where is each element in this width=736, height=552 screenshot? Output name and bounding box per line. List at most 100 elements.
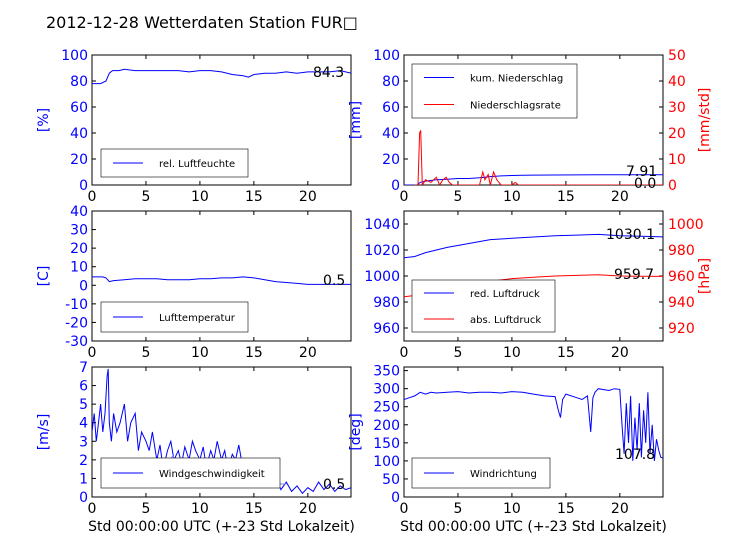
y-tick-label: 3 bbox=[79, 434, 88, 450]
y-tick-label: 20 bbox=[382, 152, 400, 168]
y-tick-label: 5 bbox=[79, 397, 88, 413]
y-tick-label: 4 bbox=[79, 416, 88, 432]
y-tick-label: 60 bbox=[70, 100, 88, 116]
y-tick-label: 6 bbox=[79, 379, 88, 395]
y-tick-label: 200 bbox=[373, 418, 400, 434]
series-group bbox=[404, 388, 663, 461]
current-value: 84.3 bbox=[313, 65, 344, 81]
x-tick-label: 5 bbox=[141, 189, 150, 205]
y-right-tick-label: 10 bbox=[668, 152, 686, 168]
current-value-2: 0.0 bbox=[634, 176, 656, 192]
legend-label: Lufttemperatur bbox=[159, 313, 236, 324]
x-tick-label: 15 bbox=[557, 501, 575, 517]
x-axis-label: Std 00:00:00 UTC (+-23 Std Lokalzeit) bbox=[88, 519, 355, 535]
y-tick-label: 980 bbox=[373, 295, 400, 311]
x-tick-label: 5 bbox=[453, 345, 462, 361]
y-tick-label: -10 bbox=[65, 297, 88, 313]
current-value: 0.5 bbox=[323, 273, 345, 289]
x-tick-label: 10 bbox=[503, 501, 521, 517]
x-tick-label: 0 bbox=[88, 345, 97, 361]
y-tick-label: -30 bbox=[65, 334, 88, 350]
x-tick-label: 0 bbox=[400, 345, 409, 361]
series-group bbox=[92, 68, 351, 85]
current-value: 7.91 bbox=[626, 164, 657, 180]
y-right-tick-label: 40 bbox=[668, 74, 686, 90]
current-value-2: 959.7 bbox=[614, 267, 654, 283]
y-tick-label: 100 bbox=[61, 48, 88, 64]
y-right-tick-label: 0 bbox=[668, 178, 677, 194]
y-tick-label: -20 bbox=[65, 315, 88, 331]
x-tick-label: 15 bbox=[245, 189, 263, 205]
x-tick-label: 20 bbox=[299, 189, 317, 205]
x-tick-label: 20 bbox=[299, 501, 317, 517]
figure-title: 2012-12-28 Wetterdaten Station FUR□ bbox=[46, 13, 358, 32]
y-tick-label: 1 bbox=[79, 471, 88, 487]
y-tick-label: 7 bbox=[79, 360, 88, 376]
x-tick-label: 0 bbox=[88, 501, 97, 517]
y-tick-label: 0 bbox=[391, 490, 400, 506]
legend-label: red. Luftdruck bbox=[470, 289, 540, 300]
x-tick-label: 20 bbox=[611, 345, 629, 361]
y-tick-label: 300 bbox=[373, 382, 400, 398]
y-tick-label: 2 bbox=[79, 453, 88, 469]
y-tick-label: 960 bbox=[373, 321, 400, 337]
legend-label: Windgeschwindigkeit bbox=[159, 469, 265, 480]
y-tick-label: 1040 bbox=[364, 217, 400, 233]
y-tick-label: 0 bbox=[79, 278, 88, 294]
x-tick-label: 10 bbox=[191, 189, 209, 205]
y-tick-label: 40 bbox=[70, 126, 88, 142]
temperature-panel: 0 5 10 15 20 -30 -20 -10 0 10 20 30 40 [C] Lufttempera… bbox=[36, 204, 352, 361]
y-axis-label: [deg] bbox=[348, 413, 364, 450]
legend-box bbox=[411, 279, 556, 333]
y-tick-label: 80 bbox=[382, 74, 400, 90]
y-right-tick-label: 30 bbox=[668, 100, 686, 116]
y-right-axis-label: [hPa] bbox=[697, 258, 713, 294]
x-tick-label: 5 bbox=[141, 345, 150, 361]
x-tick-label: 5 bbox=[141, 501, 150, 517]
y-tick-label: 0 bbox=[79, 490, 88, 506]
x-tick-label: 20 bbox=[611, 501, 629, 517]
y-tick-label: 150 bbox=[373, 436, 400, 452]
y-tick-label: 30 bbox=[70, 223, 88, 239]
y-tick-label: 20 bbox=[70, 152, 88, 168]
x-tick-label: 15 bbox=[557, 189, 575, 205]
x-tick-label: 10 bbox=[191, 501, 209, 517]
y-right-tick-label: 980 bbox=[668, 243, 695, 259]
humidity-panel: 0 5 10 15 20 0 20 40 60 80 100 [%] rel. Luftfeuchte 8… bbox=[36, 48, 352, 205]
current-value: 1030.1 bbox=[606, 227, 655, 243]
series-group bbox=[404, 130, 663, 185]
series-line bbox=[92, 68, 351, 85]
series-line bbox=[404, 174, 663, 185]
y-axis-label: [m/s] bbox=[36, 414, 52, 451]
y-tick-label: 1020 bbox=[364, 243, 400, 259]
precip-panel: 0 5 10 15 20 0 20 40 60 80 100 0 10 20 30 40 50 [mm] [mm/s… bbox=[348, 48, 713, 205]
y-tick-label: 100 bbox=[373, 48, 400, 64]
current-value: 107.8 bbox=[615, 447, 655, 463]
series-line bbox=[92, 276, 351, 285]
y-tick-label: 40 bbox=[70, 204, 88, 220]
x-tick-label: 20 bbox=[611, 189, 629, 205]
series-line bbox=[92, 368, 351, 495]
x-tick-label: 0 bbox=[88, 189, 97, 205]
y-right-tick-label: 940 bbox=[668, 295, 695, 311]
y-tick-label: 0 bbox=[391, 178, 400, 194]
y-tick-label: 350 bbox=[373, 364, 400, 380]
y-tick-label: 20 bbox=[70, 241, 88, 257]
series-group bbox=[92, 276, 351, 285]
series-line bbox=[404, 388, 663, 461]
x-tick-label: 15 bbox=[557, 345, 575, 361]
x-tick-label: 5 bbox=[453, 501, 462, 517]
y-right-axis-label: [mm/std] bbox=[697, 88, 713, 153]
y-right-tick-label: 20 bbox=[668, 126, 686, 142]
x-tick-label: 15 bbox=[245, 345, 263, 361]
y-tick-label: 40 bbox=[382, 126, 400, 142]
y-tick-label: 1000 bbox=[364, 269, 400, 285]
y-tick-label: 100 bbox=[373, 454, 400, 470]
current-value: 0.5 bbox=[323, 477, 345, 493]
x-tick-label: 10 bbox=[191, 345, 209, 361]
series-line bbox=[414, 130, 663, 185]
y-tick-label: 50 bbox=[382, 472, 400, 488]
y-axis-label: [mm] bbox=[348, 101, 364, 139]
